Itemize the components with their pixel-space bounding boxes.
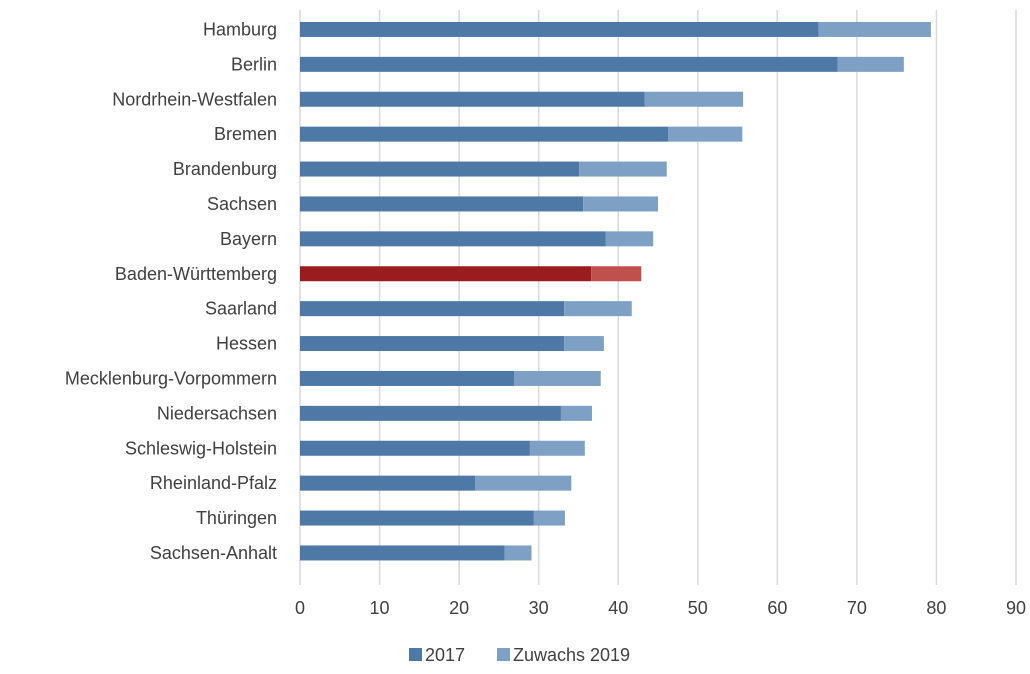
bar-rheinland-pfalz-zuwachs-2019 — [475, 475, 572, 491]
bar-brandenburg-2017 — [300, 161, 580, 177]
x-tick-label-0: 0 — [295, 598, 305, 618]
bar-bremen-2017 — [300, 126, 669, 142]
category-label-sachsen-anhalt: Sachsen-Anhalt — [150, 543, 277, 563]
x-tick-label-70: 70 — [847, 598, 867, 618]
bars — [300, 21, 931, 561]
x-tick-label-30: 30 — [529, 598, 549, 618]
bar-sachsen-2017 — [300, 196, 584, 212]
bar-nordrhein-westfalen-2017 — [300, 91, 645, 107]
bar-berlin-2017 — [300, 56, 838, 72]
bar-thuringen-zuwachs-2019 — [533, 510, 565, 526]
bar-baden-wurttemberg-zuwachs-2019 — [591, 266, 642, 282]
category-label-berlin: Berlin — [231, 54, 277, 74]
bar-sachsen-zuwachs-2019 — [583, 196, 658, 212]
bar-bayern-zuwachs-2019 — [605, 231, 654, 247]
x-tick-label-80: 80 — [926, 598, 946, 618]
bar-niedersachsen-zuwachs-2019 — [560, 405, 592, 421]
bar-mecklenburg-vorpommern-2017 — [300, 370, 515, 386]
category-label-rheinland-pfalz: Rheinland-Pfalz — [150, 473, 277, 493]
x-tick-label-20: 20 — [449, 598, 469, 618]
bar-schleswig-holstein-zuwachs-2019 — [529, 440, 585, 456]
x-tick-label-10: 10 — [370, 598, 390, 618]
category-label-schleswig-holstein: Schleswig-Holstein — [125, 438, 277, 458]
bar-rheinland-pfalz-2017 — [300, 475, 476, 491]
bar-saarland-2017 — [300, 301, 565, 317]
bar-brandenburg-zuwachs-2019 — [579, 161, 667, 177]
bar-saarland-zuwachs-2019 — [564, 301, 632, 317]
x-tick-label-90: 90 — [1006, 598, 1026, 618]
category-label-nordrhein-westfalen: Nordrhein-Westfalen — [112, 89, 277, 109]
bar-hessen-2017 — [300, 336, 565, 352]
bar-bremen-zuwachs-2019 — [668, 126, 743, 142]
x-tick-label-40: 40 — [608, 598, 628, 618]
category-label-bayern: Bayern — [220, 229, 277, 249]
bar-schleswig-holstein-2017 — [300, 440, 530, 456]
bar-nordrhein-westfalen-zuwachs-2019 — [644, 91, 744, 107]
x-axis-ticks: 0 10 20 30 40 50 60 70 80 90 — [295, 598, 1026, 618]
legend-swatch-zuwachs-2019 — [497, 648, 510, 661]
category-label-baden-wurttemberg: Baden-Württemberg — [115, 264, 277, 284]
bar-hamburg-zuwachs-2019 — [818, 21, 931, 37]
bar-mecklenburg-vorpommern-zuwachs-2019 — [514, 370, 601, 386]
bar-sachsen-anhalt-2017 — [300, 545, 505, 561]
category-label-saarland: Saarland — [205, 299, 277, 319]
category-label-hessen: Hessen — [216, 334, 277, 354]
category-label-mecklenburg-vorpommern: Mecklenburg-Vorpommern — [65, 368, 277, 388]
bar-berlin-zuwachs-2019 — [837, 56, 904, 72]
bar-thuringen-2017 — [300, 510, 534, 526]
bar-hamburg-2017 — [300, 21, 819, 37]
legend: 2017 Zuwachs 2019 — [409, 645, 630, 665]
legend-swatch-2017 — [409, 648, 422, 661]
bar-hessen-zuwachs-2019 — [564, 336, 604, 352]
legend-label-2017: 2017 — [425, 645, 465, 665]
legend-label-zuwachs-2019: Zuwachs 2019 — [513, 645, 630, 665]
x-tick-label-60: 60 — [767, 598, 787, 618]
bar-sachsen-anhalt-zuwachs-2019 — [504, 545, 532, 561]
x-tick-label-50: 50 — [688, 598, 708, 618]
category-label-sachsen: Sachsen — [207, 194, 277, 214]
bar-bayern-2017 — [300, 231, 606, 247]
category-label-bremen: Bremen — [214, 124, 277, 144]
category-label-niedersachsen: Niedersachsen — [157, 403, 277, 423]
category-label-thuringen: Thüringen — [196, 508, 277, 528]
category-labels: Hamburg Berlin Nordrhein-Westfalen Bremen Br… — [65, 19, 277, 563]
category-label-brandenburg: Brandenburg — [173, 159, 277, 179]
category-label-hamburg: Hamburg — [203, 19, 277, 39]
bar-niedersachsen-2017 — [300, 405, 561, 421]
bar-baden-wurttemberg-2017 — [300, 266, 592, 282]
